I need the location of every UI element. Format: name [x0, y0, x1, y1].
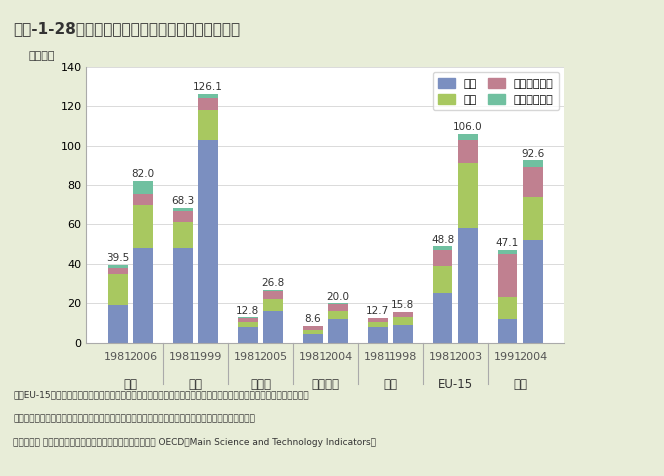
Bar — [458, 134, 477, 139]
Bar — [133, 248, 153, 343]
Text: 第１-1-28図　日本及び主要国等の研究者数の推移: 第１-1-28図 日本及び主要国等の研究者数の推移 — [13, 21, 240, 36]
Bar — [173, 210, 193, 222]
Text: 68.3: 68.3 — [171, 197, 195, 207]
Text: （万人）: （万人） — [29, 51, 56, 61]
Bar — [458, 163, 477, 228]
Text: 12.7: 12.7 — [366, 306, 389, 316]
Bar — [458, 228, 477, 343]
Bar — [303, 334, 323, 343]
Bar — [393, 325, 413, 343]
Text: 15.8: 15.8 — [391, 300, 414, 310]
Bar — [199, 139, 218, 343]
Bar — [173, 248, 193, 343]
Bar — [108, 305, 128, 343]
Text: 82.0: 82.0 — [131, 169, 155, 179]
Bar — [238, 317, 258, 318]
Text: 中国: 中国 — [513, 378, 527, 391]
Text: 39.5: 39.5 — [106, 253, 129, 263]
Text: 米国: 米国 — [189, 378, 203, 391]
Bar — [108, 268, 128, 274]
Legend: 産業, 大学, 政府研究機関, 民営研究機関: 産業, 大学, 政府研究機関, 民営研究機関 — [432, 72, 559, 110]
Text: 48.8: 48.8 — [431, 235, 454, 245]
Text: 12.8: 12.8 — [236, 306, 260, 316]
Bar — [108, 265, 128, 268]
Text: ンド、英国、ギリシャ、ポルトガル、スペイン、オーストリア、フィンランド、スウェーデン。: ンド、英国、ギリシャ、ポルトガル、スペイン、オーストリア、フィンランド、スウェー… — [13, 414, 255, 423]
Bar — [433, 250, 452, 266]
Text: 92.6: 92.6 — [521, 149, 544, 159]
Bar — [303, 326, 323, 327]
Bar — [133, 194, 153, 205]
Bar — [458, 139, 477, 163]
Bar — [199, 110, 218, 139]
Text: 47.1: 47.1 — [496, 238, 519, 248]
Bar — [133, 181, 153, 194]
Bar — [238, 318, 258, 322]
Bar — [108, 274, 128, 305]
Text: 126.1: 126.1 — [193, 82, 223, 92]
Bar — [433, 247, 452, 250]
Bar — [433, 266, 452, 293]
Bar — [497, 319, 517, 343]
Text: ドイツ: ドイツ — [250, 378, 271, 391]
Bar — [523, 160, 542, 167]
Text: 資料：日本 総務省「科学技術研究調査報告」、その他の国 OECD「Main Science and Technology Indicators」: 資料：日本 総務省「科学技術研究調査報告」、その他の国 OECD「Main Sc… — [13, 438, 376, 447]
Bar — [523, 167, 542, 197]
Bar — [238, 327, 258, 343]
Bar — [133, 205, 153, 248]
Bar — [303, 327, 323, 330]
Text: 英国: 英国 — [383, 378, 397, 391]
Text: 106.0: 106.0 — [453, 122, 483, 132]
Bar — [263, 290, 283, 291]
Bar — [523, 240, 542, 343]
Bar — [328, 311, 348, 319]
Text: フランス: フランス — [311, 378, 339, 391]
Bar — [497, 254, 517, 298]
Text: 20.0: 20.0 — [327, 292, 349, 302]
Text: 注）EU-15の構成国は、ベルギー、ドイツ、フランス、イタリア、ルクセンブルク、オランダ、デンマーク、アイルラ: 注）EU-15の構成国は、ベルギー、ドイツ、フランス、イタリア、ルクセンブルク、… — [13, 390, 309, 399]
Bar — [238, 322, 258, 327]
Text: EU-15: EU-15 — [438, 378, 473, 391]
Bar — [393, 312, 413, 317]
Bar — [328, 319, 348, 343]
Bar — [433, 293, 452, 343]
Bar — [199, 94, 218, 98]
Bar — [523, 197, 542, 240]
Bar — [368, 318, 388, 322]
Text: 日本: 日本 — [124, 378, 137, 391]
Bar — [199, 98, 218, 110]
Bar — [393, 317, 413, 325]
Bar — [173, 222, 193, 248]
Bar — [368, 322, 388, 327]
Bar — [263, 311, 283, 343]
Bar — [368, 327, 388, 343]
Text: 8.6: 8.6 — [304, 314, 321, 324]
Text: 26.8: 26.8 — [262, 278, 285, 288]
Bar — [497, 250, 517, 254]
Bar — [328, 303, 348, 304]
Bar — [263, 299, 283, 311]
Bar — [173, 208, 193, 210]
Bar — [497, 298, 517, 319]
Bar — [263, 291, 283, 299]
Bar — [303, 330, 323, 334]
Bar — [328, 304, 348, 311]
